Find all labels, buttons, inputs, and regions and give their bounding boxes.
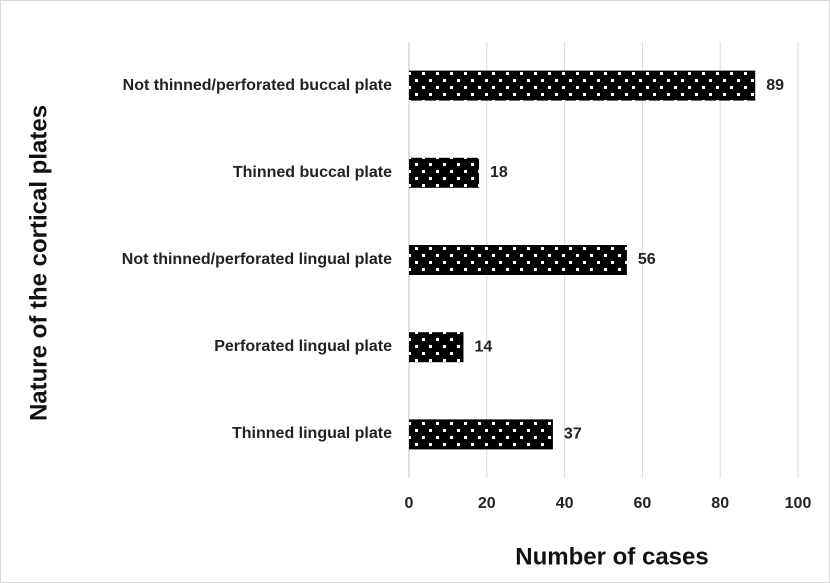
x-tick-label: 80	[711, 495, 729, 512]
value-label: 18	[490, 164, 508, 181]
x-axis-title: Number of cases	[515, 543, 708, 570]
value-label: 14	[474, 338, 492, 355]
value-label: 89	[766, 77, 784, 94]
y-tick-label: Thinned buccal plate	[232, 163, 392, 181]
bar	[409, 70, 756, 101]
x-tick-label: 20	[478, 495, 496, 512]
x-tick-label: 60	[634, 495, 652, 512]
bar	[409, 157, 480, 188]
y-tick-label: Not thinned/perforated buccal plate	[122, 76, 392, 94]
value-label: 56	[638, 251, 656, 268]
y-tick-label: Thinned lingual plate	[232, 425, 392, 443]
x-tick-label: 100	[785, 495, 812, 512]
x-tick-label: 0	[405, 495, 414, 512]
value-label: 37	[564, 426, 582, 443]
x-tick-label: 40	[556, 495, 574, 512]
y-axis-title: Nature of the cortical plates	[25, 105, 52, 421]
y-tick-label: Not thinned/perforated lingual plate	[121, 251, 392, 268]
y-tick-label: Perforated lingual plate	[214, 338, 392, 356]
bar	[409, 419, 553, 450]
bar	[409, 332, 464, 363]
bar	[409, 245, 627, 275]
